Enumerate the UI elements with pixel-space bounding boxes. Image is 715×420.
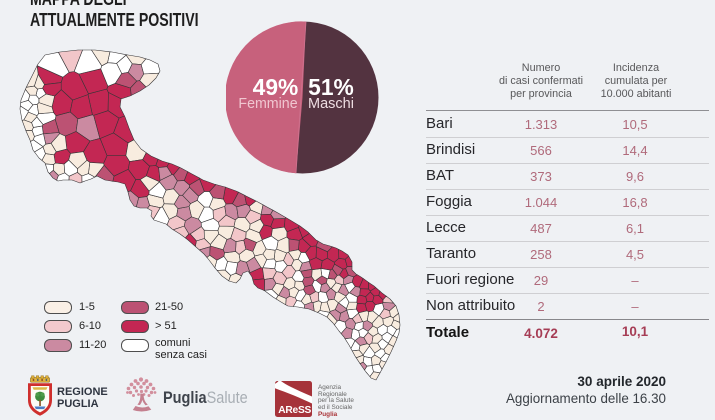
svg-text:AReSS: AReSS	[278, 405, 311, 416]
